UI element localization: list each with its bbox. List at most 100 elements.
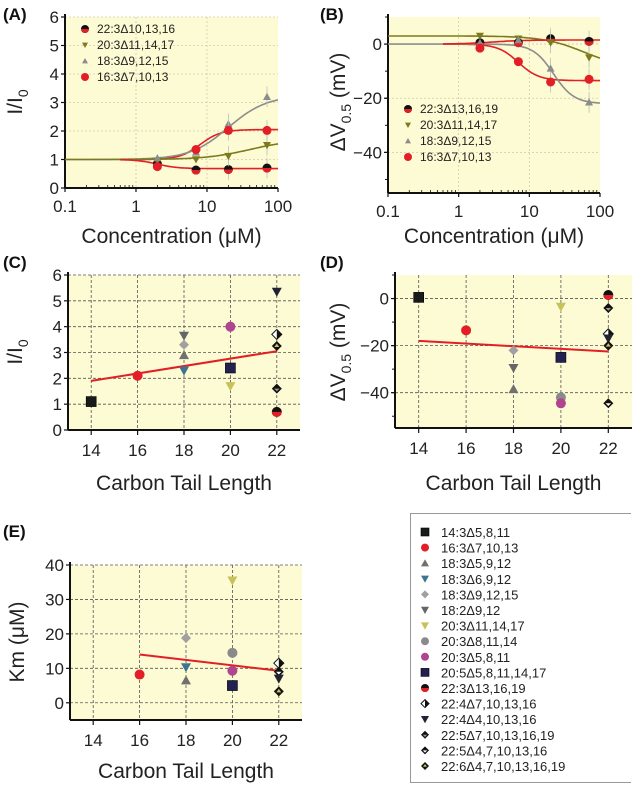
x-axis-title: Carbon Tail Length [96, 472, 272, 495]
panel-label: (B) [320, 5, 344, 24]
triangle-down-marker [421, 622, 429, 630]
half-fill [404, 109, 412, 113]
data-point [227, 576, 238, 586]
legend-marker [421, 684, 429, 692]
circle-marker [421, 652, 429, 661]
data-point [546, 39, 555, 47]
y-axis-title: I/I0 [4, 339, 31, 365]
fit-curve [388, 43, 601, 104]
data-point [271, 406, 282, 417]
legend-marker [421, 652, 429, 661]
data-point [413, 292, 425, 303]
data-point [271, 287, 282, 297]
triangle-down-marker [192, 156, 201, 164]
data-point [555, 302, 566, 312]
y-tick-label: 4 [53, 318, 62, 337]
x-tick-label: 20 [551, 439, 570, 458]
circle-marker [584, 74, 594, 84]
square-marker [413, 292, 425, 303]
x-tick-label: 100 [586, 202, 614, 221]
x-tick-label: 10 [198, 197, 217, 216]
triangle-up-marker [153, 154, 162, 162]
data-point [603, 302, 614, 313]
circle-marker [227, 647, 238, 658]
circle-marker [555, 398, 566, 409]
legend-marker [421, 590, 429, 599]
data-point [179, 339, 189, 350]
y-tick-label: −40 [360, 384, 389, 403]
diamond-marker [421, 590, 429, 599]
data-point [273, 686, 284, 697]
triangle-down-marker [508, 363, 519, 373]
y-axis-title: I/I0 [4, 89, 31, 115]
data-point [603, 340, 614, 351]
legend-label: 20:3Δ8,11,14 [441, 634, 517, 649]
triangle-down-marker [273, 674, 284, 684]
legend-label: 16:3Δ7,10,13 [420, 150, 492, 164]
square-marker [555, 352, 567, 363]
triangle-down-marker [603, 334, 614, 344]
data-point [179, 350, 189, 360]
x-tick-label: 22 [269, 731, 288, 750]
diamond-marker [508, 345, 519, 356]
data-point [508, 345, 519, 356]
data-point [191, 145, 201, 155]
data-point [227, 665, 238, 676]
data-point [271, 328, 283, 341]
x-tick-label: 16 [128, 441, 147, 460]
x-tick-label: 1 [454, 202, 463, 221]
x-tick-label: 14 [409, 439, 428, 458]
triangle-up-marker [585, 98, 594, 106]
data-point [508, 363, 519, 373]
diamond-marker [181, 633, 191, 644]
legend-marker [421, 543, 429, 552]
circle-marker [152, 162, 162, 172]
fit-curve [388, 35, 601, 59]
legend-marker [421, 559, 429, 567]
y-tick-label: 3 [53, 344, 62, 363]
data-point [475, 32, 484, 40]
half-fill [271, 411, 282, 417]
y-tick-label: 0 [373, 35, 382, 54]
x-tick-label: 14 [84, 731, 103, 750]
inner-fill [423, 764, 427, 767]
y-tick-label: −20 [360, 337, 389, 356]
data-point [227, 647, 238, 658]
square-marker [85, 396, 97, 407]
legend-label: 22:3Δ13,16,19 [441, 681, 526, 696]
triangle-up-marker [421, 559, 429, 567]
data-point [153, 154, 162, 162]
legend-marker [421, 606, 429, 614]
half-fill [513, 42, 523, 48]
circle-marker [475, 43, 485, 53]
y-tick-label: 1 [53, 395, 62, 414]
legend-marker [421, 575, 429, 583]
x-tick-label: 16 [130, 731, 149, 750]
y-tick-label: −40 [353, 143, 382, 162]
legend-label: 20:3Δ5,8,11 [441, 650, 510, 665]
y-tick-label: 5 [53, 292, 62, 311]
y-tick-label: 3 [50, 94, 59, 113]
x-tick-label: 20 [223, 731, 242, 750]
data-point [152, 162, 162, 172]
legend-marker [421, 730, 429, 739]
triangle-down-marker [475, 32, 484, 40]
x-axis-title: Carbon Tail Length [98, 760, 274, 783]
circle-marker [223, 125, 233, 135]
triangle-down-marker [224, 152, 233, 161]
data-point [191, 165, 201, 175]
legend-marker [81, 25, 89, 33]
legend-marker [421, 746, 429, 755]
panel-label: (E) [3, 522, 26, 541]
legend-marker [421, 762, 429, 770]
half-fill [276, 329, 282, 340]
triangle-down-marker [82, 42, 88, 48]
data-point [514, 36, 523, 44]
legend-marker [421, 637, 429, 646]
circle-marker [191, 145, 201, 155]
triangle-down-marker [181, 663, 191, 673]
data-point [585, 54, 594, 62]
triangle-up-marker [514, 36, 523, 44]
data-point [475, 43, 485, 53]
